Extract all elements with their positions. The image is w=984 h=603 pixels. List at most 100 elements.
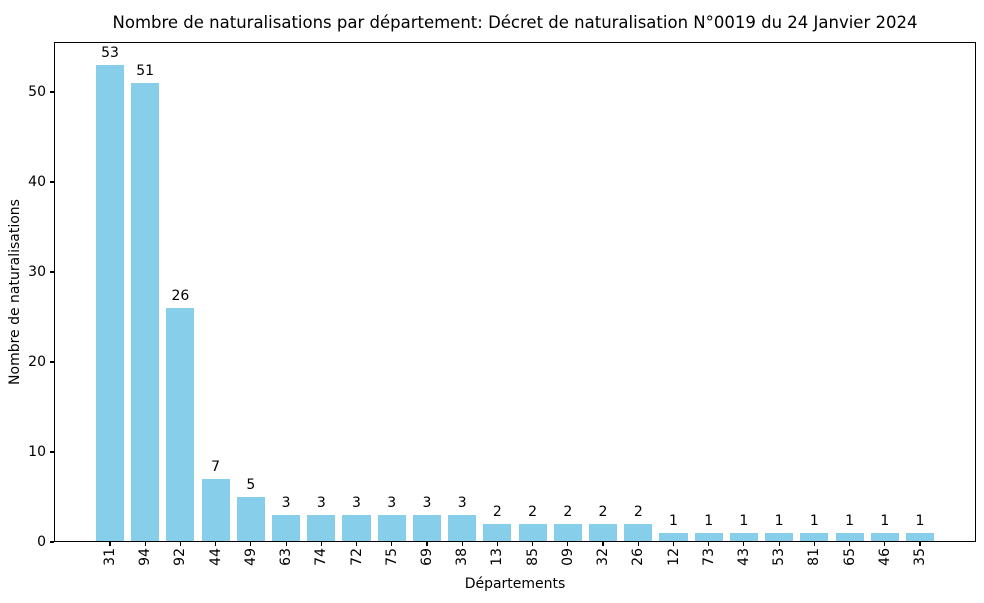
- x-tick-label: 35: [912, 548, 928, 566]
- bar: [659, 533, 688, 542]
- x-tick-label: 43: [735, 548, 752, 566]
- y-tick-label: 20: [28, 354, 46, 370]
- bar: [870, 533, 899, 542]
- x-tick-label: 73: [700, 548, 717, 566]
- y-tick-mark: [50, 91, 54, 93]
- x-tick-mark: [144, 542, 146, 546]
- bar: [800, 533, 829, 542]
- bar-value-label: 51: [136, 63, 155, 79]
- bar: [589, 524, 618, 542]
- bar: [483, 524, 512, 542]
- y-tick-label: 50: [28, 84, 46, 100]
- bar: [412, 515, 442, 542]
- x-tick-mark: [672, 542, 675, 546]
- bar: [905, 533, 935, 542]
- x-tick-label: 85: [524, 548, 541, 566]
- x-tick-label: 09: [559, 548, 576, 566]
- x-tick-label: 49: [242, 548, 259, 566]
- bar: [624, 524, 653, 542]
- bar: [518, 524, 547, 542]
- x-tick-label: 32: [595, 548, 611, 566]
- x-tick-label: 81: [806, 548, 823, 566]
- bar: [272, 515, 301, 542]
- x-tick-label: 75: [383, 548, 400, 566]
- bar-value-label: 3: [387, 495, 397, 511]
- bar-value-label: 2: [598, 504, 608, 520]
- bar-value-label: 7: [211, 459, 221, 475]
- bar: [307, 515, 336, 542]
- x-tick-mark: [320, 542, 322, 546]
- bar-value-label: 5: [246, 477, 256, 493]
- bar: [236, 497, 265, 542]
- y-tick-mark: [50, 181, 54, 183]
- bar: [765, 533, 794, 542]
- x-tick-label: 44: [207, 548, 224, 566]
- y-tick-mark: [50, 361, 54, 363]
- bar: [835, 533, 864, 542]
- x-tick-mark: [179, 542, 181, 546]
- bar-value-label: 1: [809, 513, 819, 529]
- x-tick-mark: [215, 542, 217, 546]
- bar: [342, 515, 371, 542]
- x-tick-mark: [426, 542, 428, 546]
- chart-title: Nombre de naturalisations par départemen…: [112, 13, 918, 32]
- bar-value-label: 1: [669, 513, 678, 529]
- x-tick-mark: [109, 542, 111, 546]
- y-tick-mark: [50, 451, 54, 453]
- x-tick-label: 69: [419, 548, 435, 566]
- x-tick-mark: [532, 542, 534, 546]
- bar-value-label: 1: [774, 513, 784, 529]
- x-tick-label: 38: [454, 548, 471, 566]
- x-tick-mark: [884, 542, 886, 546]
- x-tick-mark: [285, 542, 287, 546]
- x-tick-mark: [708, 542, 710, 546]
- x-tick-mark: [637, 542, 639, 546]
- x-tick-mark: [496, 542, 498, 546]
- x-tick-label: 26: [630, 548, 647, 566]
- y-tick-label: 0: [37, 534, 46, 550]
- bar-value-label: 3: [281, 495, 291, 511]
- bar-value-label: 53: [101, 45, 119, 61]
- x-tick-label: 94: [137, 548, 154, 566]
- bar-value-label: 1: [739, 513, 749, 529]
- bar-value-label: 1: [845, 513, 855, 529]
- bar: [95, 65, 125, 542]
- x-tick-label: 53: [771, 548, 788, 566]
- bar: [201, 479, 230, 542]
- x-tick-label: 65: [841, 548, 858, 566]
- bar: [448, 515, 477, 542]
- bar-value-label: 1: [915, 513, 925, 529]
- bar: [694, 533, 723, 542]
- x-tick-label: 72: [348, 548, 365, 566]
- x-tick-label: 13: [489, 548, 506, 566]
- x-tick-mark: [567, 542, 569, 546]
- bar-value-label: 1: [704, 513, 714, 529]
- x-tick-label: 92: [172, 548, 189, 566]
- bar-value-label: 2: [563, 504, 573, 520]
- x-tick-label: 74: [313, 548, 330, 566]
- x-tick-mark: [250, 542, 252, 546]
- x-tick-mark: [813, 542, 815, 546]
- bar: [131, 83, 160, 542]
- y-tick-mark: [50, 271, 54, 273]
- y-tick-mark: [50, 541, 54, 543]
- x-tick-mark: [778, 542, 780, 546]
- bar: [166, 308, 195, 542]
- bar-value-label: 26: [171, 288, 190, 304]
- bar-value-label: 2: [528, 504, 538, 520]
- y-tick-label: 40: [28, 174, 46, 190]
- x-tick-label: 12: [665, 548, 682, 566]
- bar: [729, 533, 758, 542]
- y-tick-label: 30: [28, 264, 46, 280]
- x-axis-label: Départements: [464, 576, 566, 592]
- y-tick-label: 10: [28, 444, 46, 460]
- bar-value-label: 3: [422, 495, 432, 511]
- bar: [553, 524, 582, 542]
- bar-value-label: 2: [492, 504, 502, 520]
- x-tick-label: 46: [876, 548, 893, 566]
- x-tick-mark: [919, 542, 921, 546]
- x-tick-mark: [355, 542, 358, 546]
- x-tick-mark: [391, 542, 393, 546]
- bar: [377, 515, 406, 542]
